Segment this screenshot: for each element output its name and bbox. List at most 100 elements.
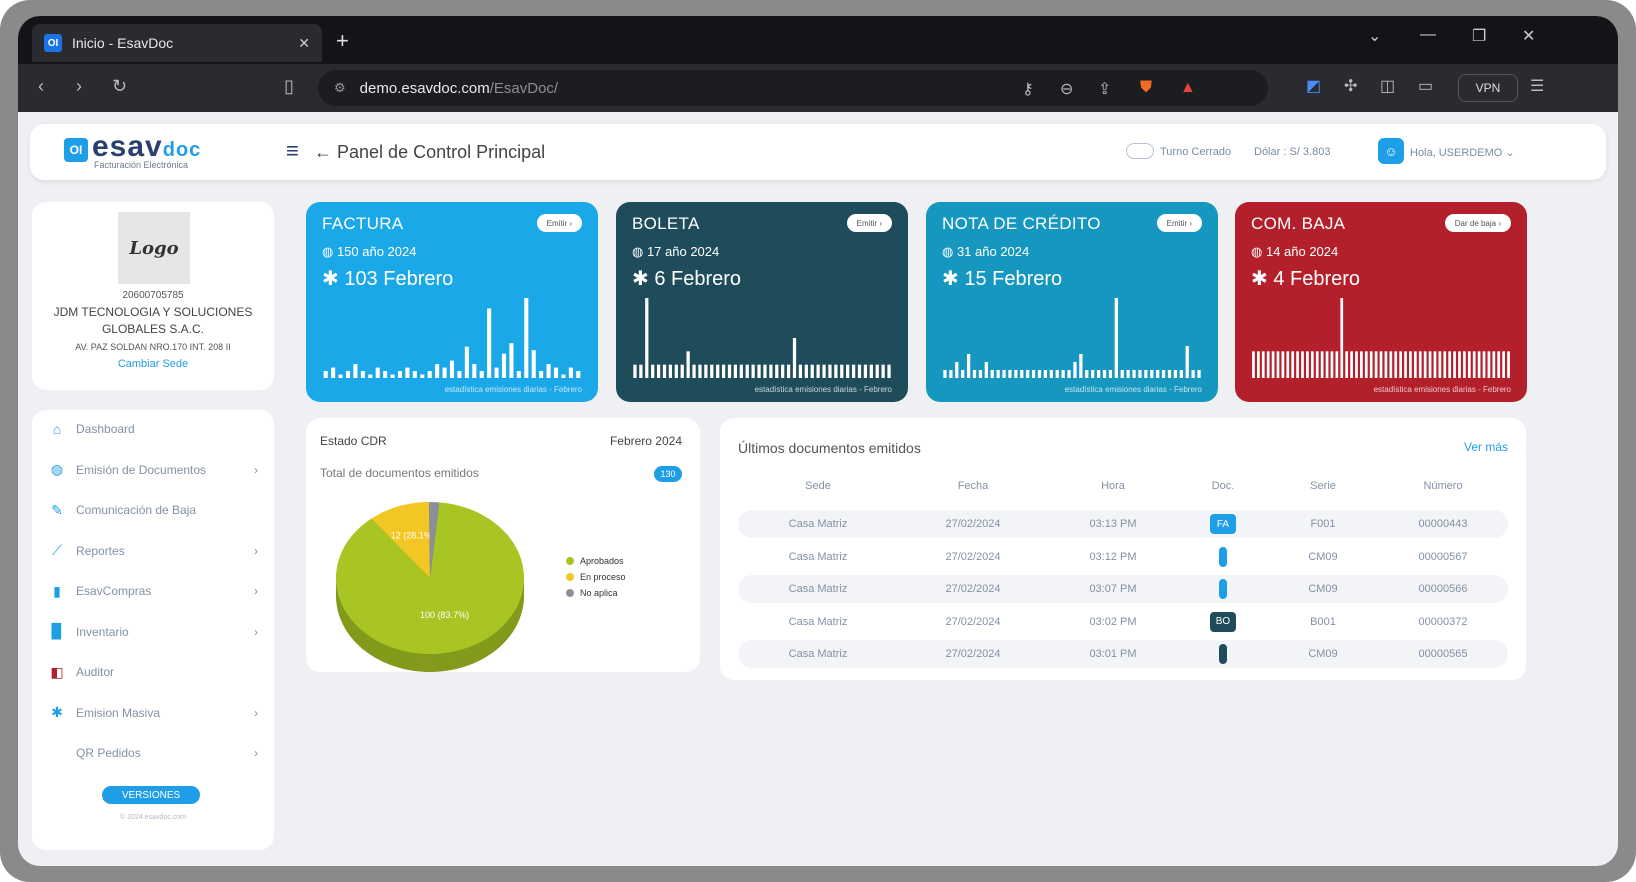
chart-bar [1394,351,1398,378]
window-close-icon[interactable]: ✕ [1522,28,1536,45]
table-header[interactable]: Fecha [957,480,989,492]
sidebar-item-auditor[interactable]: ◧ Auditor [32,657,274,687]
chart-bar [405,367,410,378]
restore-icon[interactable]: ❐ [1472,28,1487,45]
versions-button[interactable]: VERSIONES [102,786,200,804]
chart-bar [1286,351,1290,378]
recent-documents-card: Últimos documentos emitidos Ver más Sede… [720,418,1526,680]
forward-icon[interactable]: › [76,76,82,96]
chart-bar [375,367,380,378]
chart-bar [1428,351,1432,378]
sidebar-item-emision-masiva[interactable]: ✱ Emision Masiva › [32,698,274,728]
table-row[interactable]: Casa Matriz 27/02/2024 03:12 PM CM09 0000056… [738,543,1508,571]
key-icon[interactable]: ⚷ [1022,81,1034,98]
share-icon[interactable]: ⇪ [1098,81,1112,98]
chart-bar [1369,351,1373,378]
table-cell: CM09 [1308,648,1338,660]
table-cell: 03:12 PM [1089,550,1137,563]
sidebar-item-dashboard[interactable]: ⌂ Dashboard [32,414,274,444]
doc-card-title: NOTA DE CRÉDITO [942,214,1101,233]
browser-tab[interactable]: OI Inicio - EsavDoc ✕ [32,24,322,62]
table-header[interactable]: Hora [1101,480,1125,492]
page-title-text: Panel de Control Principal [337,142,546,162]
chart-bar [1492,351,1496,378]
extensions-icon[interactable]: ✣ [1344,78,1358,95]
rewards-icon[interactable]: ▲ [1180,79,1196,96]
sidebar-item-reportes[interactable]: ⟋ Reportes › [32,536,274,566]
back-icon[interactable]: ‹ [38,76,44,96]
chart-bar [1310,351,1314,378]
new-tab-icon[interactable]: + [336,28,349,53]
bookmark-icon[interactable]: ▯ [284,76,294,96]
legend-swatch [566,557,574,565]
chevron-right-icon: › [254,746,258,760]
chart-bar [1096,370,1101,378]
table-row[interactable]: Casa Matriz 27/02/2024 03:13 PM FA F001 00000… [738,510,1508,538]
sidebar-icon[interactable]: ◫ [1380,78,1396,95]
table-cell: CM09 [1308,550,1338,563]
table-header[interactable]: Doc. [1211,480,1235,492]
close-icon[interactable]: ✕ [298,34,310,51]
legend-item[interactable]: No aplica [566,588,626,598]
hamburger-icon[interactable]: ≡ [286,138,299,163]
wallet-icon[interactable]: ▭ [1418,78,1434,95]
chart-bar [710,364,714,378]
table-header[interactable]: Sede [805,480,831,492]
user-menu[interactable]: Hola, USERDEMO ⌄ [1410,147,1515,159]
chart-bar [1049,370,1053,378]
chart-bar [863,364,868,378]
change-sede-link[interactable]: Cambiar Sede [117,358,189,370]
chart-bar [828,364,832,378]
reload-icon[interactable]: ↻ [112,76,128,96]
doc-card-action-button[interactable]: Emitir › [1156,214,1202,232]
zoom-icon[interactable]: ⊖ [1060,81,1074,98]
chart-bar [763,364,767,378]
logo-icon: OI [64,138,88,162]
turno-toggle[interactable] [1126,143,1154,159]
legend-item[interactable]: Aprobados [566,556,626,566]
sidebar-item-esavcompras[interactable]: ▮ EsavCompras › [32,576,274,606]
sidebar-item-comunicaci-n-de-baja[interactable]: ✎ Comunicación de Baja [32,495,274,525]
table-header[interactable]: Serie [1310,480,1336,492]
sidebar-item-qr-pedidos[interactable]: QR Pedidos › [32,738,274,768]
cdr-pie-chart: 100 (83.7%) 12 (28.1%) [336,502,524,672]
user-icon[interactable]: ☺ [1378,138,1404,164]
logo[interactable]: esavdoc [92,130,201,164]
vpn-button[interactable]: VPN [1458,74,1518,102]
brave-shield-icon[interactable]: ⛊ [1140,79,1153,96]
table-row[interactable]: Casa Matriz 27/02/2024 03:01 PM CM09 0000056… [738,640,1508,668]
user-label: Hola, USERDEMO [1410,147,1503,159]
table-row[interactable]: Casa Matriz 27/02/2024 03:02 PM BO B001 00000… [738,608,1508,636]
view-more-link[interactable]: Ver más [1463,440,1508,454]
chart-bar [435,364,440,378]
menu-icon[interactable]: ☰ [1530,78,1545,95]
bar-chart-icon: ▮ [53,582,61,599]
cdr-title: Estado CDR [320,434,387,448]
doc-card-action-button[interactable]: Dar de baja › [1444,214,1511,232]
legend-item[interactable]: En proceso [566,572,626,582]
minimize-icon[interactable]: — [1420,26,1436,43]
chart-bar [972,370,977,378]
doc-type-badge [1219,644,1227,664]
table-row[interactable]: Casa Matriz 27/02/2024 03:07 PM CM09 0000056… [738,575,1508,603]
legend-swatch [566,589,574,597]
chart-bar [1350,351,1353,378]
chart-bar [1306,351,1309,378]
address-bar[interactable]: ⚙ demo.esavdoc.com /EsavDoc/ ⚷ ⊖ ⇪ ⛊ ▲ [318,70,1268,106]
sidebar-item-emisi-n-de-documentos[interactable]: ◍ Emisión de Documentos › [32,455,274,485]
doc-card-month: ✱ 103 Febrero [322,268,454,290]
table-header[interactable]: Número [1423,480,1463,492]
translate-icon[interactable]: ◩ [1306,78,1322,95]
sidebar-item-label: Auditor [76,665,115,679]
company-ruc: 20600705785 [122,290,184,301]
cdr-subtitle: Total de documentos emitidos [320,466,479,480]
sidebar-item-inventario[interactable]: ▉ Inventario › [32,617,274,647]
site-settings-icon[interactable]: ⚙ [334,80,346,95]
doc-card-action-button[interactable]: Emitir › [536,214,582,232]
chart-bar [1482,351,1486,378]
doc-card-action-button[interactable]: Emitir › [846,214,892,232]
chart-bar [668,364,673,378]
chevron-down-icon[interactable]: ⌄ [1368,28,1382,45]
chart-bar [990,370,994,378]
